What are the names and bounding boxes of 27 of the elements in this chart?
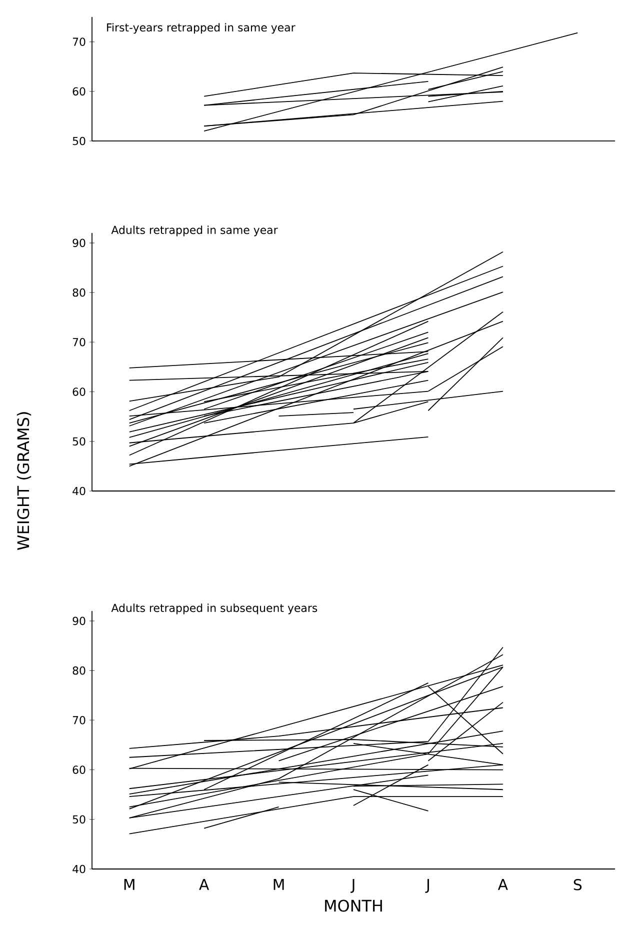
y-axis-title: WEIGHT (GRAMS): [16, 412, 32, 550]
y-tick-label: 50: [72, 136, 86, 146]
y-tick-label: 90: [72, 616, 86, 626]
y-tick-label: 70: [72, 38, 86, 46]
x-tick-label: M: [124, 879, 134, 890]
y-tick-label: 70: [72, 338, 86, 346]
y-tick-label: 70: [72, 716, 86, 724]
y-tick-label: 60: [72, 388, 86, 396]
y-tick-label: 80: [72, 288, 86, 297]
y-tick-label: 50: [72, 815, 86, 824]
y-tick-label: 40: [72, 486, 86, 496]
text: First-years retrapped in same year: [107, 23, 296, 34]
y-tick-label: 90: [72, 238, 86, 248]
y-tick-label: 80: [72, 666, 86, 675]
x-tick-label: J: [425, 879, 429, 893]
y-tick-label: 60: [72, 766, 86, 774]
chart-title: Adults retrapped in subsequent years: [111, 604, 318, 614]
chart-title: Adults retrapped in same year: [111, 226, 278, 236]
y-tick-label: 50: [72, 437, 86, 446]
x-axis-title: MONTH: [325, 900, 382, 912]
y-tick-label: 60: [72, 87, 86, 96]
x-tick-label: S: [574, 878, 582, 890]
x-tick-label: J: [350, 879, 354, 893]
x-tick-label: A: [199, 879, 210, 890]
x-tick-label: M: [274, 879, 284, 890]
y-tick-label: 40: [72, 864, 86, 874]
x-tick-label: A: [498, 879, 508, 890]
